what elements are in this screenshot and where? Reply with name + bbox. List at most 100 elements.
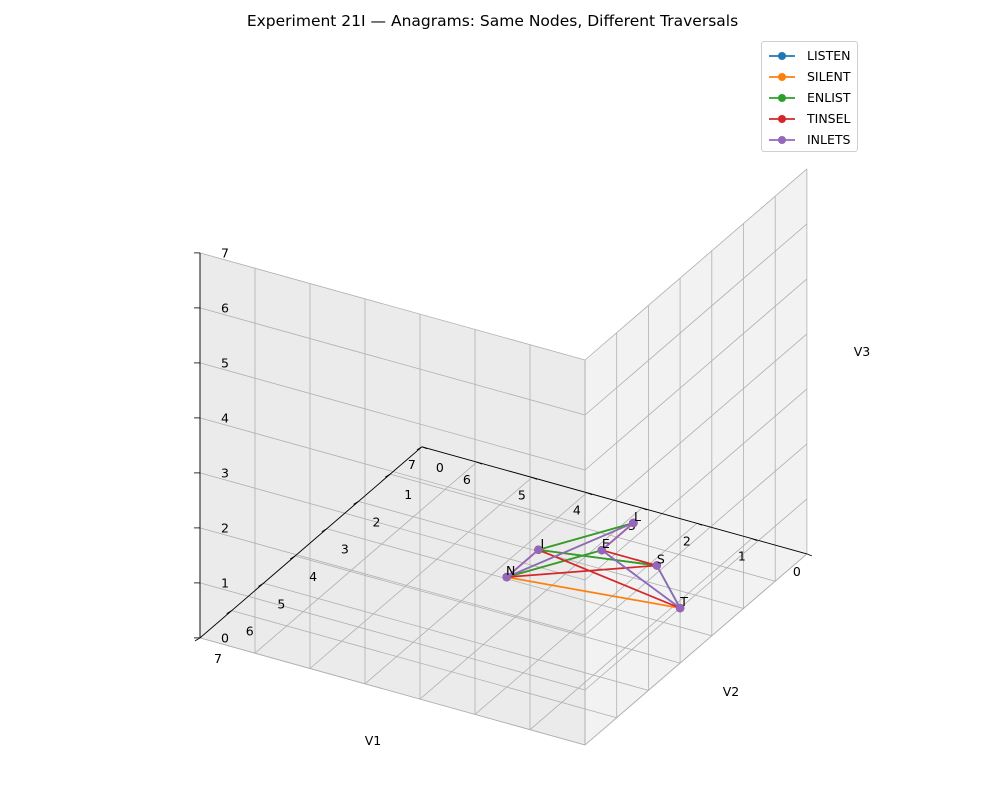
- grid-line: [529, 538, 753, 731]
- chart-title: Experiment 21I — Anagrams: Same Nodes, D…: [246, 12, 739, 30]
- y-tick-label: 5: [277, 596, 285, 611]
- grid-line: [419, 507, 643, 700]
- grid-line: [584, 278, 808, 471]
- grid-line: [199, 582, 586, 691]
- y-tick-mark: [194, 637, 201, 642]
- grid-line: [231, 610, 617, 719]
- grid-line: [584, 388, 808, 581]
- left-pane: [585, 168, 807, 745]
- y-tick-label: 0: [436, 460, 444, 475]
- x-tick-label: 7: [408, 457, 416, 472]
- grid-line: [254, 461, 478, 654]
- z-tick-label: 4: [221, 410, 229, 425]
- grid-line: [199, 307, 586, 416]
- node-label-e: E: [602, 536, 610, 551]
- legend-label: TINSEL: [807, 111, 851, 126]
- node-label-s: S: [657, 552, 665, 567]
- x-tick-label: 5: [518, 487, 526, 502]
- grid-line: [584, 333, 808, 526]
- y-tick-label: 1: [404, 487, 412, 502]
- grid-line: [199, 417, 586, 526]
- grid-line: [309, 477, 533, 669]
- series-line-inlets: [505, 522, 681, 609]
- node-label-n: N: [506, 563, 515, 578]
- z-tick-label: 6: [221, 300, 229, 315]
- legend-label: INLETS: [807, 132, 851, 147]
- z-tick-label: 1: [221, 575, 229, 590]
- grid-line: [199, 637, 586, 746]
- y-tick-mark: [289, 555, 296, 560]
- x-tick-label: 0: [793, 564, 801, 579]
- series-point-inlets: [534, 545, 543, 554]
- grid-line: [584, 553, 808, 746]
- grid-line: [294, 555, 681, 664]
- x-tick-mark: [421, 446, 428, 450]
- grid-line: [263, 582, 649, 691]
- series-point-inlets: [502, 572, 511, 582]
- legend-label: ENLIST: [807, 90, 851, 105]
- legend-item-enlist: ENLIST: [767, 87, 857, 108]
- legend-item-silent: SILENT: [767, 66, 857, 87]
- legend-item-tinsel: TINSEL: [767, 108, 857, 129]
- node-label-t: T: [679, 594, 688, 609]
- x-tick-mark: [641, 507, 648, 511]
- y-tick-mark: [226, 610, 232, 614]
- x-tick-label: 4: [573, 503, 581, 518]
- grid-line: [199, 527, 586, 636]
- y-axis-label: V2: [723, 684, 740, 699]
- grid-line: [584, 168, 808, 361]
- series-point-inlets: [597, 546, 606, 555]
- x-tick-label: 6: [463, 472, 471, 487]
- grid-line: [584, 223, 808, 416]
- legend-swatch: [769, 114, 795, 123]
- node-label-i: I: [541, 536, 545, 551]
- legend-swatch: [769, 135, 795, 144]
- z-axis-label: V3: [854, 344, 871, 359]
- node-label-l: L: [634, 509, 641, 524]
- x-tick-mark: [751, 538, 758, 541]
- y-tick-mark: [353, 501, 359, 505]
- y-tick-mark: [384, 473, 391, 478]
- x-tick-mark: [696, 522, 703, 526]
- grid-line: [364, 492, 588, 685]
- grid-line: [199, 472, 586, 581]
- x-tick-mark: [586, 492, 593, 496]
- axis-panes: [200, 168, 807, 745]
- grid-lines: [199, 168, 808, 746]
- grid-line: [326, 528, 712, 637]
- legend-swatch: [769, 93, 795, 102]
- y-axis-line: [199, 446, 423, 639]
- z-tick-label: 3: [221, 465, 229, 480]
- y-tick-mark: [258, 582, 264, 587]
- y-tick-label: 2: [373, 514, 381, 529]
- grid-line: [199, 252, 586, 361]
- grid-line: [199, 362, 586, 471]
- legend-item-inlets: INLETS: [767, 129, 857, 150]
- z-tick-label: 5: [221, 355, 229, 370]
- y-tick-label: 3: [341, 542, 349, 557]
- grid-line: [474, 522, 698, 715]
- x-axis-line: [421, 446, 808, 555]
- x-tick-label: 2: [683, 533, 691, 548]
- grid-line: [584, 443, 808, 636]
- legend-label: LISTEN: [807, 48, 851, 63]
- y-tick-mark: [416, 446, 423, 451]
- x-axis-label: V1: [365, 733, 382, 748]
- data-nodes: L I S T E N: [506, 509, 688, 609]
- legend-item-listen: LISTEN: [767, 45, 857, 66]
- y-tick-label: 6: [246, 624, 254, 639]
- x-tick-mark: [806, 553, 813, 557]
- x-tick-mark: [476, 461, 483, 465]
- legend-label: SILENT: [807, 69, 851, 84]
- grid-line: [390, 473, 776, 582]
- series-point-inlets: [675, 603, 685, 613]
- legend: LISTEN SILENT ENLIST TINSEL INLETS: [761, 41, 858, 152]
- grid-line: [584, 498, 808, 691]
- legend-swatch: [769, 72, 795, 81]
- z-tick-label: 7: [221, 245, 229, 260]
- axis-lines: [194, 252, 813, 642]
- data-series: [502, 518, 685, 613]
- y-tick-label: 7: [214, 651, 222, 666]
- back-pane: [200, 252, 585, 745]
